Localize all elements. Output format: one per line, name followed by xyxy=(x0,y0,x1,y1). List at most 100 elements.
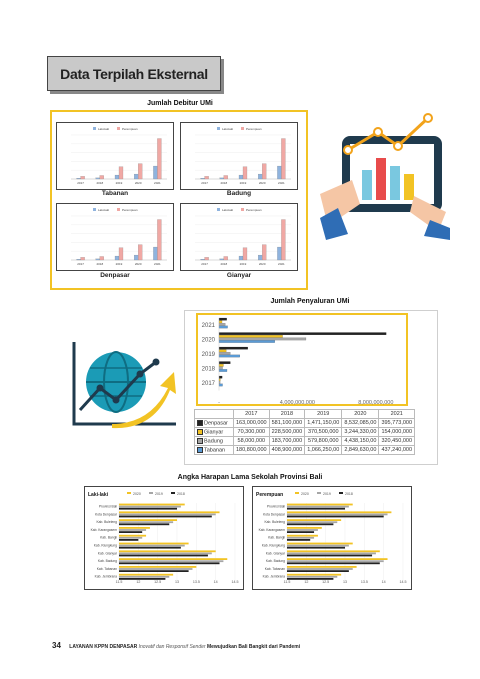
sekolah-bar xyxy=(287,550,380,553)
debitur-label-tabanan: Tabanan xyxy=(101,190,129,197)
illus-line-point-3 xyxy=(136,370,144,378)
penyaluran-frame xyxy=(196,313,408,406)
sekolah-bar xyxy=(287,566,357,568)
table-cell: 2,849,630,00 xyxy=(341,445,380,455)
illus-sleeve-right xyxy=(424,220,450,240)
sekolah-bar xyxy=(287,560,384,563)
sekolah-bar xyxy=(119,503,185,506)
debitur-bar xyxy=(114,255,120,261)
debitur-panel-tabanan: Laki-laki Perempuan 2017 2018 2019 2020 2021 xyxy=(56,122,174,190)
debitur-label-gianyar: Gianyar xyxy=(226,272,252,279)
sekolah-bar xyxy=(119,505,181,508)
sekolah-bar xyxy=(119,523,170,526)
legend-swatch xyxy=(339,492,343,494)
panel-title: Perempuan xyxy=(256,492,283,498)
x-tick-label: 2017 xyxy=(201,262,208,266)
table-cell: 579,800,000 xyxy=(304,436,343,446)
debitur-bar xyxy=(80,257,85,261)
sekolah-bar xyxy=(119,575,170,578)
x-tick-label: 13 xyxy=(175,580,179,584)
sekolah-bar xyxy=(119,507,177,510)
globe-growth-illustration xyxy=(72,342,176,429)
y-tick-label: Kab. Bangli xyxy=(268,536,285,540)
penyaluran-bar xyxy=(218,335,283,338)
y-tick-label: Kab. Buleleng xyxy=(96,520,117,524)
sekolah-bar xyxy=(119,534,147,537)
debitur-chart-gianyar: Laki-laki Perempuan 2017 2018 2019 2020 2021 xyxy=(195,208,291,266)
x-tick-label: 2017 xyxy=(77,262,84,266)
y-tick-label: Provinsi Bali xyxy=(99,505,117,509)
y-tick-label: 2019 xyxy=(202,352,216,358)
table-cell: 1,471,150,00 xyxy=(304,418,343,428)
table-cell: 320,450,000 xyxy=(378,436,416,446)
page-title-banner: Data Terpilah Eksternal xyxy=(47,56,221,91)
y-tick-label: Kab. Jembrana xyxy=(263,575,286,579)
y-tick-label: Provinsi Bali xyxy=(267,505,285,509)
x-tick-label: 2020 xyxy=(259,262,266,266)
y-tick-label: Kab. Klungkung xyxy=(262,544,285,548)
sekolah-bar xyxy=(119,527,150,529)
table-row-label: Gianyar xyxy=(194,427,234,437)
legend-swatch xyxy=(117,208,120,211)
penyaluran-bar xyxy=(218,325,228,329)
y-tick-label: Kota Denpasar xyxy=(95,512,118,516)
penyaluran-bar xyxy=(218,352,231,355)
debitur-label-badung: Badung xyxy=(226,190,252,197)
x-tick-label: 14 xyxy=(382,580,386,584)
table-cell: 395,773,000 xyxy=(378,418,416,428)
illus-point-3 xyxy=(393,141,403,151)
penyaluran-table: 2017 2018 2019 2020 2021 Denpasar 163,00… xyxy=(194,409,416,455)
sekolah-bar xyxy=(287,546,345,549)
debitur-bar xyxy=(138,163,143,180)
x-tick-label: - xyxy=(218,400,220,406)
x-tick-label: 12.5 xyxy=(322,580,329,584)
x-tick-label: 11.5 xyxy=(284,580,291,584)
x-tick-label: 13 xyxy=(343,580,347,584)
debitur-bar xyxy=(200,178,205,180)
legend-label: Laki-laki xyxy=(98,208,109,212)
sekolah-bar xyxy=(119,550,216,553)
legend-swatch xyxy=(171,492,175,494)
legend-label: Perempuan xyxy=(246,127,262,131)
penyaluran-bar xyxy=(218,378,221,382)
row-name: Denpasar xyxy=(204,420,228,427)
table-cell: 3,244,330,00 xyxy=(341,427,380,437)
x-tick-label: 2020 xyxy=(259,181,266,185)
legend-swatch xyxy=(93,208,96,211)
penyaluran-bar xyxy=(218,354,240,358)
y-tick-label: Kab. Bangli xyxy=(100,536,117,540)
penyaluran-bar xyxy=(218,340,275,343)
sekolah-bar xyxy=(287,513,388,516)
penyaluran-bar xyxy=(218,320,223,324)
x-tick-label: 14.5 xyxy=(232,580,239,584)
debitur-bar xyxy=(200,259,205,261)
table-row: Gianyar 70,300,000 228,500,000 370,500,0… xyxy=(194,427,416,437)
legend-label: 2019 xyxy=(323,492,331,496)
x-tick-label: 4,000,000,000 xyxy=(280,400,315,406)
x-tick-label: 2018 xyxy=(96,181,103,185)
legend-swatch xyxy=(295,492,299,494)
x-tick-label: 2017 xyxy=(201,181,208,185)
sekolah-bar xyxy=(287,562,380,565)
y-tick-label: Kab. Karangasem xyxy=(259,528,286,532)
illus-line-point-2 xyxy=(112,396,120,404)
legend-label: Perempuan xyxy=(122,208,138,212)
table-header-cell: 2019 xyxy=(304,409,343,419)
penyaluran-bar xyxy=(218,366,223,370)
sekolah-bar xyxy=(119,529,147,531)
sekolah-bar xyxy=(119,546,181,549)
penyaluran-bar xyxy=(218,369,228,372)
y-tick-label: Kab. Tabanan xyxy=(265,567,285,571)
footer-slogan: Mewujudkan Bali Bangkit dari Pandemi xyxy=(206,644,301,650)
x-tick-label: 2019 xyxy=(240,181,247,185)
illus-point-1 xyxy=(343,145,353,155)
x-tick-label: 11.5 xyxy=(116,580,123,584)
penyaluran-bar xyxy=(218,383,223,387)
legend-swatch xyxy=(241,208,244,211)
table-cell: 163,000,000 xyxy=(233,418,270,428)
legend-label: 2019 xyxy=(155,492,163,496)
panel-title: Laki-laki xyxy=(88,492,109,498)
x-tick-label: 2017 xyxy=(77,181,84,185)
debitur-bar xyxy=(262,163,267,180)
x-tick-label: 14.5 xyxy=(400,580,407,584)
